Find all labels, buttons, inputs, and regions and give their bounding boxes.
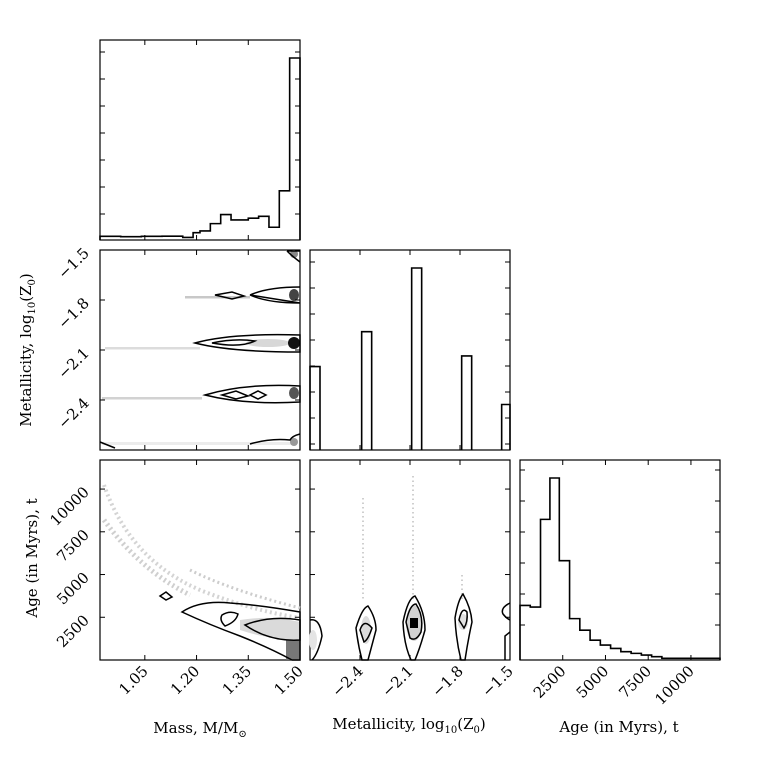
panel-mass-metallicity-frame [99, 249, 301, 451]
density-fill [309, 630, 317, 650]
density-streak [185, 296, 250, 299]
y-tick-label-metallicity: −1.5 [54, 244, 92, 282]
x-tick-label-metallicity: −1.5 [478, 662, 516, 700]
x-axis-label-age: Age (in Myrs), t [558, 718, 678, 736]
contour-line [249, 433, 301, 445]
panel-mass-hist-frame [99, 39, 301, 241]
density-peak [288, 337, 300, 349]
x-tick-label-mass: 1.35 [219, 662, 255, 698]
density-streak [189, 568, 301, 610]
contour-line [359, 622, 373, 644]
x-tick-label-mass: 1.20 [167, 662, 203, 698]
contour-line [243, 617, 301, 641]
density-streak [101, 518, 192, 598]
contour-line [99, 441, 116, 449]
panel-metallicity-hist-frame [309, 249, 511, 451]
density-fill [246, 339, 290, 347]
mass-age-density [101, 484, 301, 661]
metallicity-histogram [309, 267, 511, 450]
contour-line [192, 333, 301, 353]
y-tick-label-age: 10000 [46, 483, 92, 529]
age-histogram [519, 477, 721, 660]
contour-line [202, 384, 301, 404]
x-tick-label-age: 10000 [651, 662, 697, 708]
contour-line [501, 602, 511, 660]
x-tick-label-metallicity: −1.8 [428, 662, 466, 700]
contour-line [220, 611, 239, 627]
y-tick-label-age: 7500 [53, 526, 93, 566]
contour-line [219, 390, 268, 400]
metallicity-age-density [309, 476, 511, 661]
y-tick-label-metallicity: −2.1 [54, 344, 92, 382]
mass-histogram [99, 57, 301, 240]
x-tick-label-metallicity: −2.1 [378, 662, 416, 700]
density-streak [102, 484, 301, 620]
y-axis-label-metallicity: Metallicity, log10(Z0) [17, 273, 38, 427]
tick-labels: 1.05 1.20 1.35 1.50 −2.4 −2.1 −1.8 −1.5 2500 5000… [46, 244, 697, 708]
density-streak [102, 397, 202, 400]
x-tick-label-age: 7500 [615, 662, 655, 702]
density-fill [240, 617, 300, 640]
y-axis-label-age: Age (in Myrs), t [23, 498, 41, 618]
panel-mass-age-frame [99, 459, 301, 661]
x-axis-label-mass: Mass, M/M⊙ [153, 719, 246, 740]
density-peak [289, 289, 299, 301]
contour-line [249, 286, 301, 304]
contour-line [309, 619, 323, 661]
y-tick-label-metallicity: −2.4 [54, 394, 92, 432]
y-tick-label-metallicity: −1.8 [54, 294, 92, 332]
contour-line [286, 250, 301, 263]
density-peak [410, 618, 418, 628]
x-tick-label-mass: 1.05 [115, 662, 151, 698]
mass-metallicity-density [99, 250, 301, 449]
density-peak [289, 387, 299, 399]
panel-age-hist-frame [519, 459, 721, 661]
tick-marks [100, 40, 720, 660]
contour-line [214, 291, 247, 300]
contour-line [454, 592, 473, 661]
x-tick-label-age: 2500 [530, 662, 570, 702]
contour-line [355, 605, 377, 661]
density-streak [105, 347, 200, 350]
y-tick-label-age: 2500 [53, 611, 93, 651]
contour-line [458, 609, 468, 630]
contour-line [402, 595, 426, 661]
density-peak [290, 438, 298, 446]
contour-line [211, 339, 258, 346]
contour-line [158, 591, 174, 601]
x-tick-label-age: 5000 [573, 662, 613, 702]
contour-line [405, 603, 423, 640]
x-tick-label-metallicity: −2.4 [328, 662, 366, 700]
x-axis-label-metallicity: Metallicity, log10(Z0) [332, 715, 486, 736]
x-tick-label-mass: 1.50 [270, 662, 306, 698]
density-streak [102, 442, 292, 445]
y-tick-label-age: 5000 [53, 569, 93, 609]
